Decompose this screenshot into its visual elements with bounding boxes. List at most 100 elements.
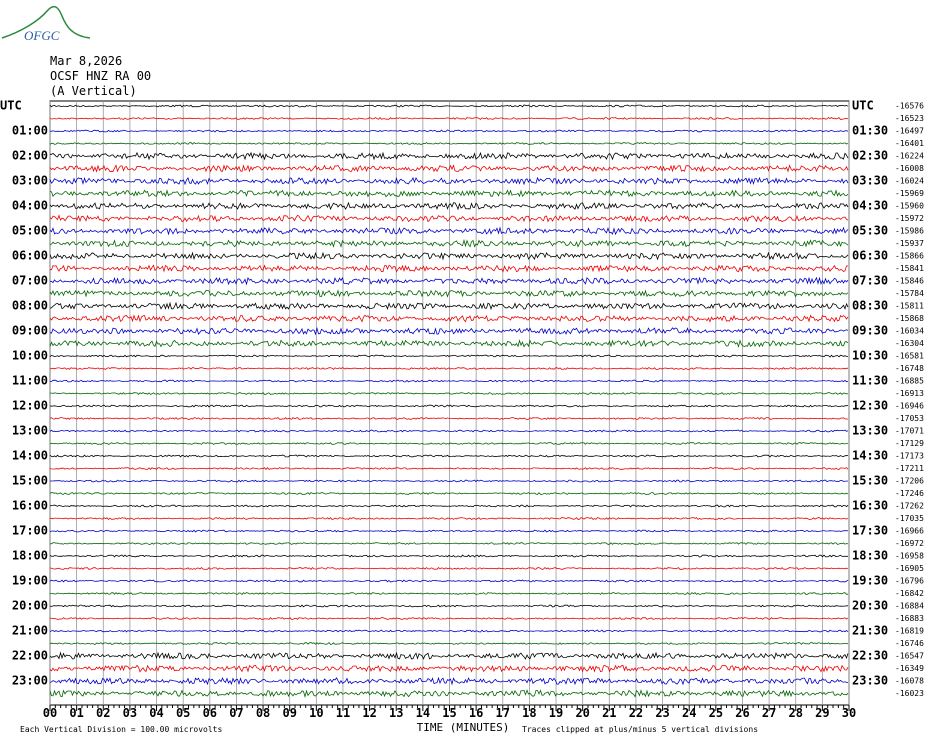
x-tick-label: 09	[282, 706, 296, 720]
left-label: 08:00	[12, 299, 48, 313]
offset-label: -15868	[895, 314, 924, 323]
offset-label: -16972	[895, 539, 924, 548]
trace	[49, 492, 849, 495]
offset-label: -15841	[895, 264, 924, 273]
left-label: 05:00	[12, 224, 48, 238]
date: Mar 8,2026	[50, 54, 122, 68]
trace	[49, 354, 848, 358]
offset-label: -16224	[895, 152, 924, 161]
right-label: 12:30	[852, 399, 888, 413]
right-label: 05:30	[852, 224, 888, 238]
offset-label: -17053	[895, 414, 924, 423]
offset-label: -15969	[895, 189, 924, 198]
x-tick-label: 24	[682, 706, 696, 720]
trace	[49, 238, 849, 248]
trace	[49, 326, 849, 336]
x-tick-label: 16	[469, 706, 483, 720]
left-label: 07:00	[12, 274, 48, 288]
trace	[49, 466, 849, 471]
x-tick-label: 25	[709, 706, 723, 720]
offset-label: -16401	[895, 139, 924, 148]
offset-label: -16349	[895, 664, 924, 673]
trace	[49, 404, 849, 408]
offset-label: -16966	[895, 527, 924, 536]
right-label: 03:30	[852, 174, 888, 188]
offset-label: -16883	[895, 614, 924, 623]
trace	[49, 504, 849, 508]
trace	[49, 251, 849, 261]
trace	[49, 604, 848, 608]
trace	[49, 142, 849, 145]
offset-label: -17211	[895, 464, 924, 473]
offset-label: -16023	[895, 689, 924, 698]
x-tick-label: 23	[655, 706, 669, 720]
trace	[49, 116, 849, 120]
division-note: Each Vertical Division = 100.00 microvol…	[20, 725, 222, 734]
left-label: 04:00	[12, 199, 48, 213]
x-tick-label: 04	[149, 706, 163, 720]
right-label: 16:30	[852, 499, 888, 513]
offset-label: -16958	[895, 552, 924, 561]
trace	[49, 339, 849, 348]
offset-label: -16746	[895, 639, 924, 648]
trace	[49, 616, 849, 620]
left-label: 20:00	[12, 599, 48, 613]
offset-label: -16304	[895, 339, 924, 348]
offset-label: -17071	[895, 427, 924, 436]
x-tick-label: 06	[203, 706, 217, 720]
offset-label: -16913	[895, 389, 924, 398]
offset-label: -16008	[895, 164, 924, 173]
trace	[49, 651, 849, 660]
offset-label: -16842	[895, 589, 924, 598]
left-label: 23:00	[12, 674, 48, 688]
left-label: 13:00	[12, 424, 48, 438]
trace	[49, 314, 849, 323]
offset-label: -16796	[895, 577, 924, 586]
x-tick-label: 22	[629, 706, 643, 720]
trace	[49, 542, 849, 545]
left-label: 17:00	[12, 524, 48, 538]
logo-text: OFGC	[24, 28, 60, 43]
offset-label: -16576	[895, 102, 924, 111]
right-label: 18:30	[852, 549, 888, 563]
right-label: 23:30	[852, 674, 888, 688]
trace	[49, 226, 849, 236]
offset-label: -16946	[895, 402, 924, 411]
left-label: 02:00	[12, 149, 48, 163]
x-tick-label: 15	[442, 706, 456, 720]
left-label: 14:00	[12, 449, 48, 463]
offset-label: -16547	[895, 652, 924, 661]
left-label: UTC	[0, 99, 22, 113]
right-label: UTC	[852, 99, 874, 113]
right-label: 17:30	[852, 524, 888, 538]
offset-label: -16523	[895, 114, 924, 123]
offset-label: -16885	[895, 377, 924, 386]
right-label: 07:30	[852, 274, 888, 288]
x-tick-label: 02	[96, 706, 110, 720]
offset-label: -17035	[895, 514, 924, 523]
trace	[49, 214, 849, 223]
trace	[49, 264, 849, 273]
right-label: 14:30	[852, 449, 888, 463]
left-label: 19:00	[12, 574, 48, 588]
x-tick-label: 20	[575, 706, 589, 720]
left-label: 09:00	[12, 324, 48, 338]
trace	[49, 129, 849, 133]
left-label: 11:00	[12, 374, 48, 388]
offset-label: -17206	[895, 477, 924, 486]
trace	[49, 592, 849, 595]
logo: OFGC	[1, 5, 91, 43]
left-label: 12:00	[12, 399, 48, 413]
offset-label: -17129	[895, 439, 924, 448]
right-label: 13:30	[852, 424, 888, 438]
trace	[49, 189, 849, 198]
offset-label: -17246	[895, 489, 924, 498]
right-label: 20:30	[852, 599, 888, 613]
trace	[49, 642, 849, 645]
right-label: 04:30	[852, 199, 888, 213]
left-label: 21:00	[12, 624, 48, 638]
trace	[49, 529, 849, 533]
x-tick-label: 11	[336, 706, 350, 720]
left-label: 15:00	[12, 474, 48, 488]
